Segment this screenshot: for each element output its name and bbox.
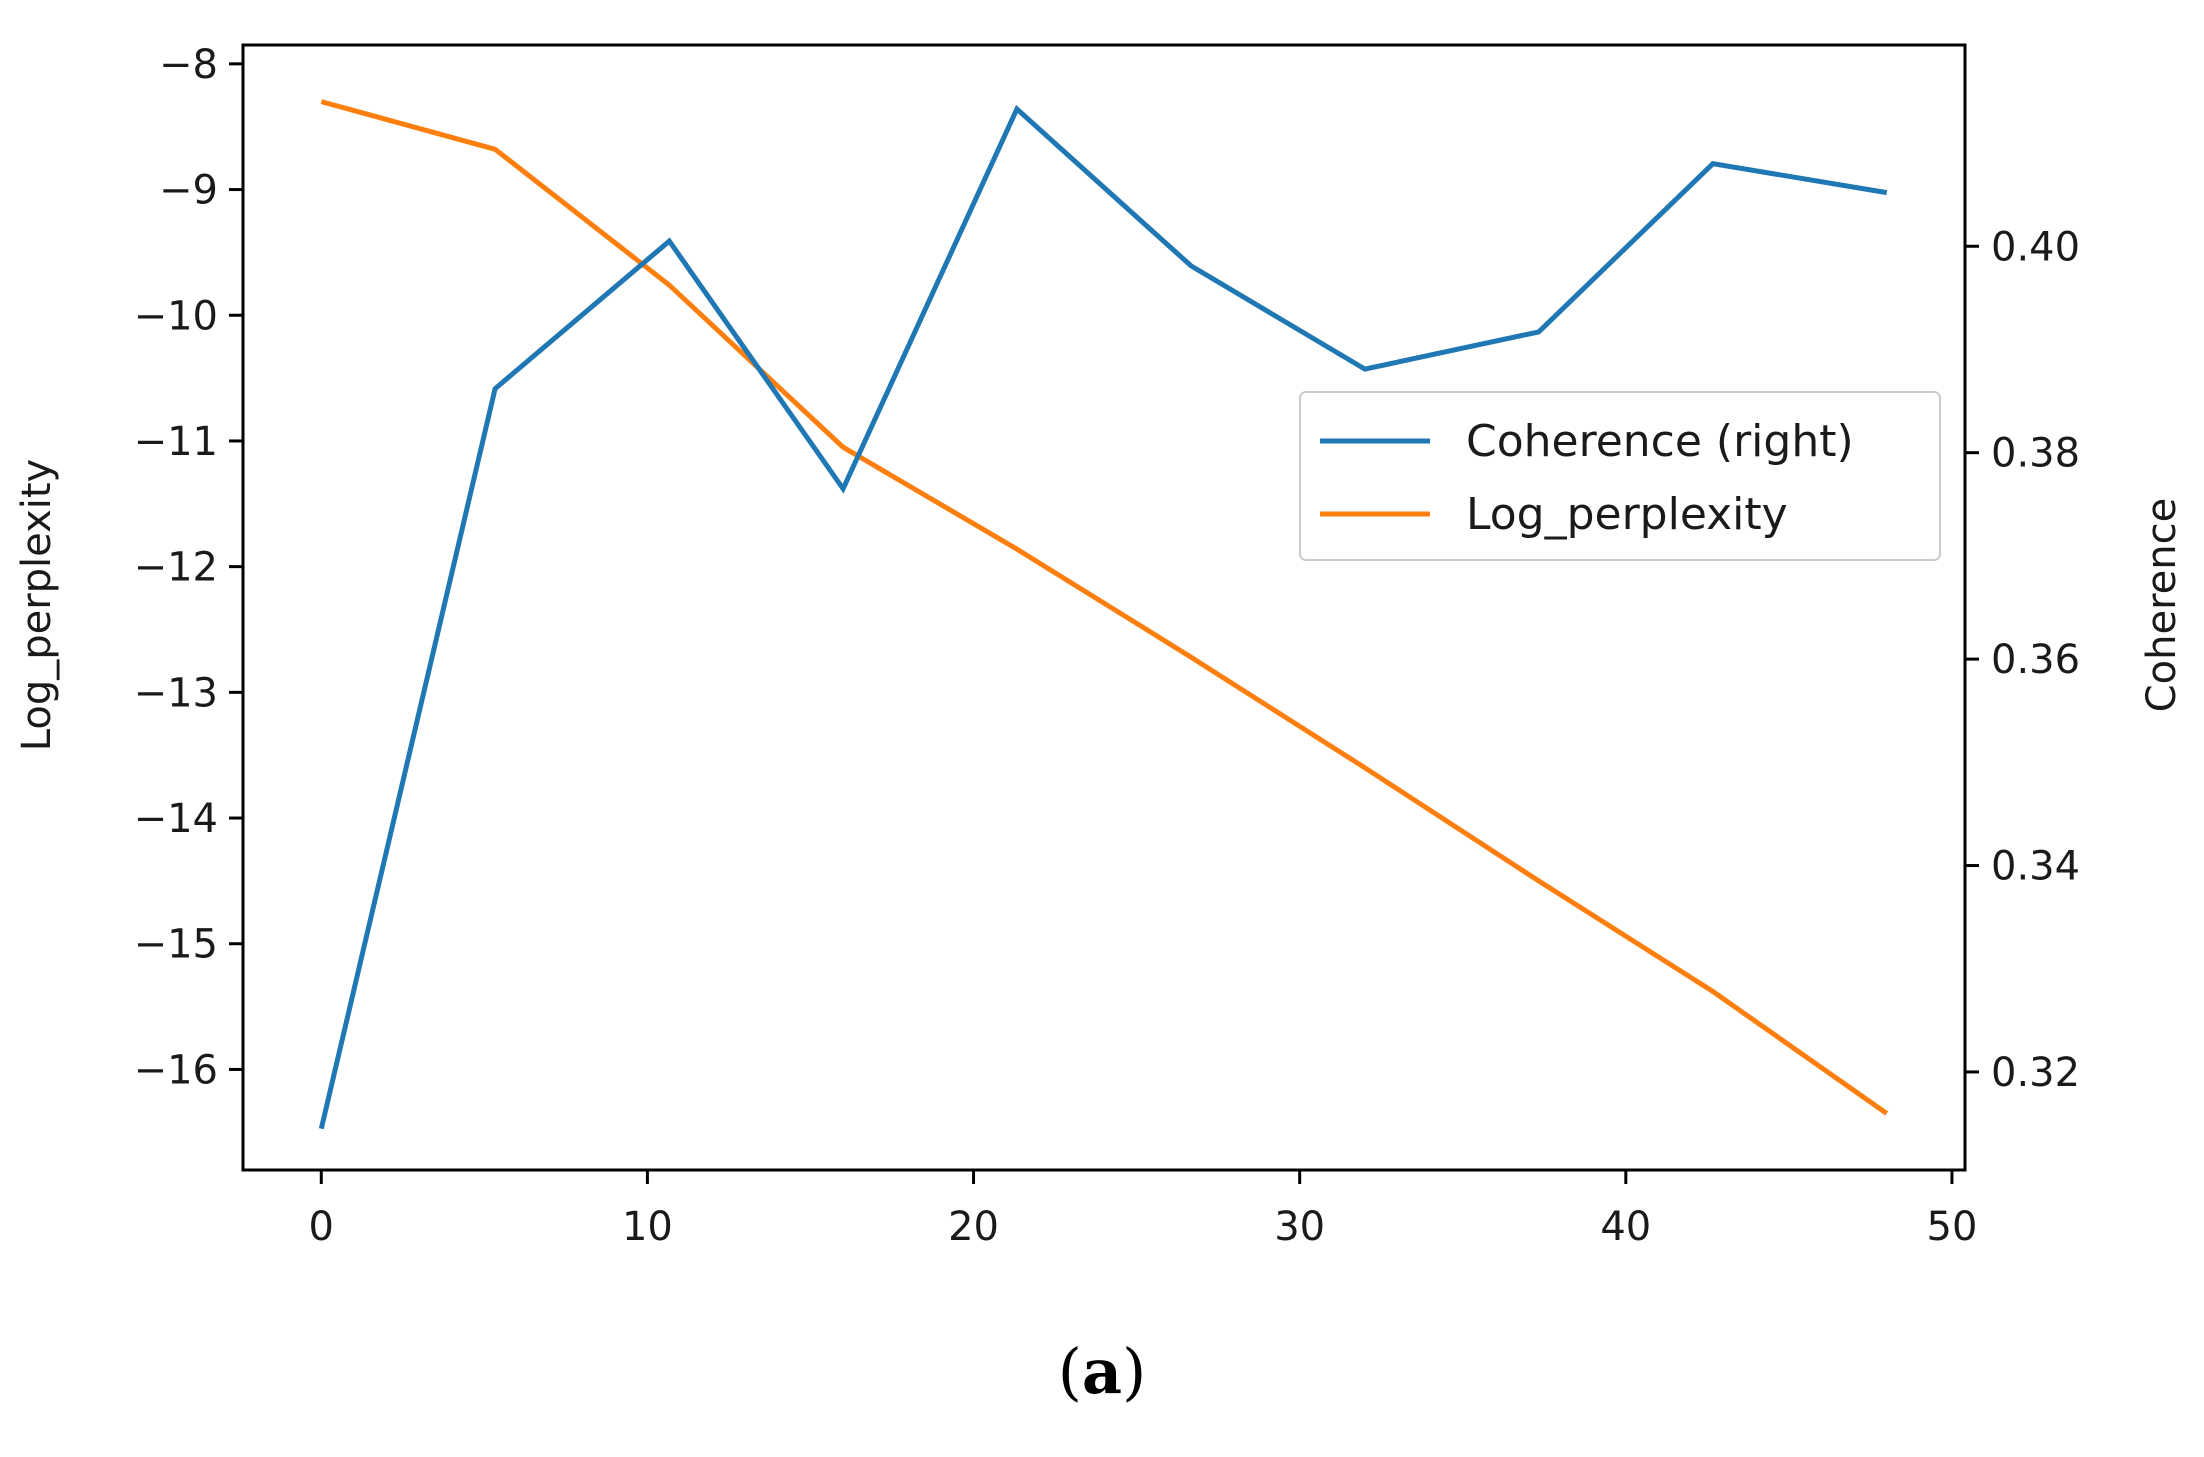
caption-label: a: [1081, 1335, 1123, 1408]
left-y-tick-label: −9: [159, 168, 218, 214]
caption-open-paren: (: [1057, 1335, 1082, 1408]
legend-label-log-perplexity: Log_perplexity: [1466, 489, 1788, 540]
legend-label-coherence: Coherence (right): [1466, 416, 1854, 467]
x-axis: 0 10 20 30 40 50: [309, 1170, 1978, 1250]
left-y-axis-title: Log_perplexity: [14, 459, 60, 751]
left-y-tick-label: −14: [134, 796, 218, 842]
right-y-axis-title: Coherence: [2139, 498, 2185, 713]
dual-axis-line-chart: 0 10 20 30 40 50 −8 −9 −10 −11 −12 −13 −14 −15 −16 0.…: [14, 42, 2185, 1250]
right-y-axis: 0.32 0.34 0.36 0.38 0.40: [1965, 224, 2080, 1096]
series-line-log-perplexity: [320, 99, 1889, 1116]
x-tick-label: 20: [948, 1204, 999, 1250]
plot-frame: [241, 43, 1967, 1172]
left-y-tick-label: −12: [134, 545, 218, 591]
right-y-tick-label: 0.34: [1991, 844, 2080, 890]
left-y-tick-label: −15: [134, 922, 218, 968]
x-tick-label: 30: [1274, 1204, 1325, 1250]
right-y-tick-label: 0.38: [1991, 431, 2080, 477]
figure-caption: (a): [0, 1335, 2204, 1408]
left-y-tick-label: −13: [134, 670, 218, 716]
left-y-tick-label: −8: [159, 42, 218, 88]
x-tick-label: 40: [1600, 1204, 1651, 1250]
series-lines: [318, 99, 1889, 1130]
right-y-tick-label: 0.40: [1991, 224, 2080, 270]
caption-close-paren: ): [1122, 1335, 1147, 1408]
legend: Coherence (right) Log_perplexity: [1299, 391, 1941, 561]
legend-box: [1299, 391, 1941, 561]
left-y-tick-label: −10: [134, 293, 218, 339]
series-line-coherence-right: [318, 104, 1888, 1130]
x-tick-label: 0: [309, 1204, 334, 1250]
right-y-tick-label: 0.32: [1991, 1050, 2080, 1096]
left-y-axis: −8 −9 −10 −11 −12 −13 −14 −15 −16: [134, 42, 243, 1093]
left-y-tick-label: −16: [134, 1047, 218, 1093]
right-y-tick-label: 0.36: [1991, 637, 2080, 683]
x-tick-label: 50: [1927, 1204, 1978, 1250]
left-y-tick-label: −11: [134, 419, 218, 465]
x-tick-label: 10: [622, 1204, 673, 1250]
